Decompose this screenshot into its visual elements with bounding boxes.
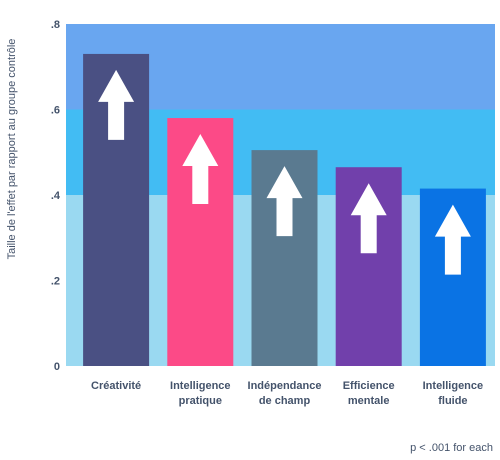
category-label: Efficience mentale [343,380,395,407]
category-label: Intelligence fluide [423,380,484,407]
x-axis-labels: Créativité Intelligence pratique Indépendan… [91,380,483,407]
up-arrow-icon [266,166,303,237]
up-arrow-icon [182,134,219,205]
y-axis-label: Taille de l'effet par rapport au groupe … [6,39,18,260]
y-tick-label: .8 [51,19,60,31]
category-label: Créativité [91,380,141,392]
y-tick-label: .6 [51,105,60,117]
category-label: Intelligence pratique [170,380,231,407]
y-tick-label: .4 [51,190,61,202]
y-tick-label: 0 [54,361,60,373]
y-tick-label: .2 [51,276,60,288]
y-axis-ticks: 0 .2 .4 .6 .8 [51,19,61,373]
up-arrow-icon [434,204,471,275]
arrows [98,69,471,275]
up-arrow-icon [350,183,387,254]
category-label: Indépendance de champ [248,380,322,407]
up-arrow-icon [98,69,135,140]
significance-note: p < .001 for each [410,442,493,454]
